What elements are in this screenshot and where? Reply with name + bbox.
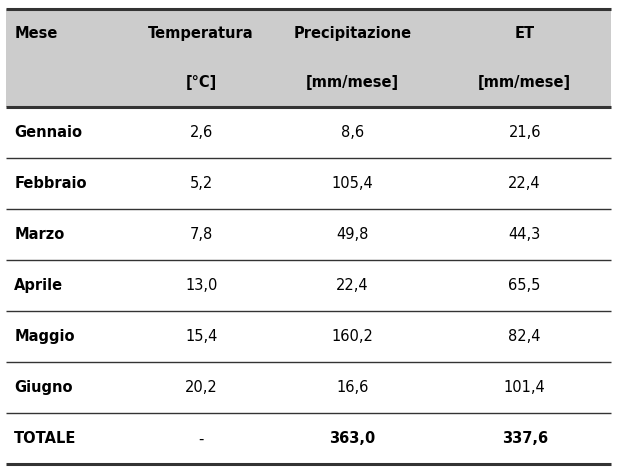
Bar [6,107,611,158]
Text: [mm/mese]: [mm/mese] [478,75,571,90]
Text: 101,4: 101,4 [504,380,545,395]
Text: Febbraio: Febbraio [14,176,87,191]
Text: 65,5: 65,5 [508,278,541,293]
Bar [6,209,611,260]
Text: Giugno: Giugno [14,380,73,395]
Text: Temperatura: Temperatura [148,26,254,41]
Text: 22,4: 22,4 [508,176,541,191]
Text: 82,4: 82,4 [508,329,541,344]
Text: 16,6: 16,6 [336,380,368,395]
Text: -: - [199,431,204,446]
Text: 49,8: 49,8 [336,227,368,242]
Text: Precipitazione: Precipitazione [293,26,412,41]
Bar [6,9,611,107]
Text: Mese: Mese [14,26,57,41]
Bar [6,158,611,209]
Text: [mm/mese]: [mm/mese] [306,75,399,90]
Text: 2,6: 2,6 [189,125,213,140]
Text: 15,4: 15,4 [185,329,217,344]
Text: 105,4: 105,4 [331,176,373,191]
Text: 22,4: 22,4 [336,278,368,293]
Text: 13,0: 13,0 [185,278,217,293]
Text: 5,2: 5,2 [189,176,213,191]
Text: 160,2: 160,2 [331,329,373,344]
Text: 7,8: 7,8 [189,227,213,242]
Text: 363,0: 363,0 [329,431,376,446]
Text: Aprile: Aprile [14,278,64,293]
Text: Maggio: Maggio [14,329,75,344]
Text: 44,3: 44,3 [508,227,540,242]
Text: 337,6: 337,6 [502,431,548,446]
Text: 21,6: 21,6 [508,125,541,140]
Bar [6,362,611,413]
Text: ET: ET [515,26,535,41]
Bar [6,413,611,464]
Text: [°C]: [°C] [186,75,217,90]
Text: Gennaio: Gennaio [14,125,82,140]
Bar [6,311,611,362]
Text: Marzo: Marzo [14,227,64,242]
Text: TOTALE: TOTALE [14,431,77,446]
Text: 8,6: 8,6 [341,125,364,140]
Bar [6,260,611,311]
Text: 20,2: 20,2 [185,380,218,395]
